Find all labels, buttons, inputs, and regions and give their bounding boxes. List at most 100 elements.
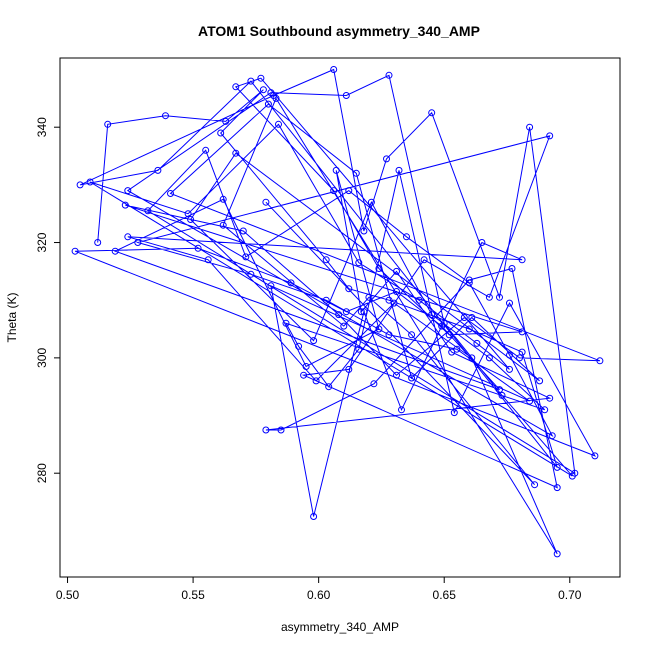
data-point (134, 239, 142, 246)
data-point (232, 149, 240, 157)
data-point (111, 247, 119, 255)
data-point (264, 100, 272, 108)
data-point (393, 371, 400, 379)
data-point (385, 71, 393, 79)
data-point (257, 74, 265, 82)
data-point (219, 195, 227, 203)
x-tick-label: 0.70 (558, 588, 582, 602)
data-point (357, 308, 365, 316)
y-tick-label: 340 (35, 117, 49, 137)
data-point (345, 187, 353, 195)
data-point (516, 354, 524, 362)
data-point (531, 481, 539, 489)
data-point (121, 201, 129, 209)
data-point (460, 314, 468, 321)
data-point (415, 296, 423, 304)
data-point (124, 233, 132, 241)
data-point (187, 216, 195, 223)
data-point (408, 331, 416, 339)
data-point (546, 132, 554, 140)
series-line (74, 68, 601, 555)
data-point (76, 181, 84, 189)
data-point (277, 426, 285, 434)
data-point (312, 377, 320, 385)
data-point (335, 311, 343, 319)
x-tick-label: 0.50 (56, 588, 80, 602)
data-point (546, 394, 554, 402)
data-point (345, 285, 353, 293)
data-point (330, 187, 338, 195)
data-point (496, 293, 503, 301)
data-point (526, 397, 534, 405)
data-point (383, 155, 390, 163)
data-point (104, 120, 112, 128)
data-point (408, 374, 416, 382)
data-point (485, 293, 493, 301)
data-point (287, 279, 295, 287)
data-point (242, 253, 250, 261)
data-point (204, 256, 212, 264)
data-point (465, 276, 473, 284)
data-point (259, 86, 267, 94)
data-point (398, 406, 405, 414)
data-point (355, 345, 363, 353)
data-point (465, 325, 473, 333)
data-point (247, 270, 255, 278)
data-point (162, 112, 169, 120)
x-tick-label: 0.55 (181, 588, 205, 602)
data-point (325, 383, 333, 391)
data-point (332, 166, 340, 174)
data-point (184, 210, 192, 218)
data-point (395, 166, 403, 174)
data-point (390, 299, 398, 307)
data-point (506, 365, 513, 373)
data-point (330, 66, 338, 73)
data-point (518, 256, 526, 264)
x-tick-label: 0.65 (433, 588, 457, 602)
data-point (275, 120, 282, 128)
data-point (71, 247, 79, 255)
data-point (541, 406, 549, 414)
data-point (300, 371, 308, 379)
data-point (468, 314, 476, 321)
data-point (448, 348, 456, 356)
data-point (360, 308, 368, 316)
data-point (506, 351, 513, 359)
data-point (393, 288, 400, 295)
data-point (536, 377, 544, 385)
data-point (295, 342, 303, 350)
data-point (345, 365, 353, 373)
data-point (478, 239, 486, 246)
data-point (393, 267, 400, 275)
data-point (508, 265, 516, 272)
data-point (518, 348, 526, 356)
data-point (465, 279, 473, 287)
data-point (375, 265, 383, 272)
data-point (340, 322, 348, 330)
data-point (217, 129, 225, 137)
data-point (473, 339, 481, 347)
data-point (360, 227, 368, 235)
data-point (194, 244, 202, 252)
data-point (86, 178, 94, 186)
data-point (352, 169, 360, 177)
y-tick-label: 280 (35, 463, 49, 483)
data-point (553, 484, 561, 492)
series-layer (71, 66, 604, 558)
data-point (167, 190, 174, 197)
data-point (219, 221, 227, 229)
data-point (428, 311, 436, 319)
data-point (94, 239, 102, 246)
data-point (310, 337, 318, 345)
data-point (468, 354, 476, 362)
data-point (526, 123, 534, 131)
data-point (496, 386, 503, 394)
data-point (370, 380, 378, 388)
data-point (342, 308, 350, 316)
data-point (202, 146, 210, 154)
data-point (282, 319, 290, 327)
data-point (239, 227, 247, 235)
data-point (553, 463, 561, 471)
data-point (367, 198, 375, 206)
y-tick-label: 300 (35, 348, 49, 368)
